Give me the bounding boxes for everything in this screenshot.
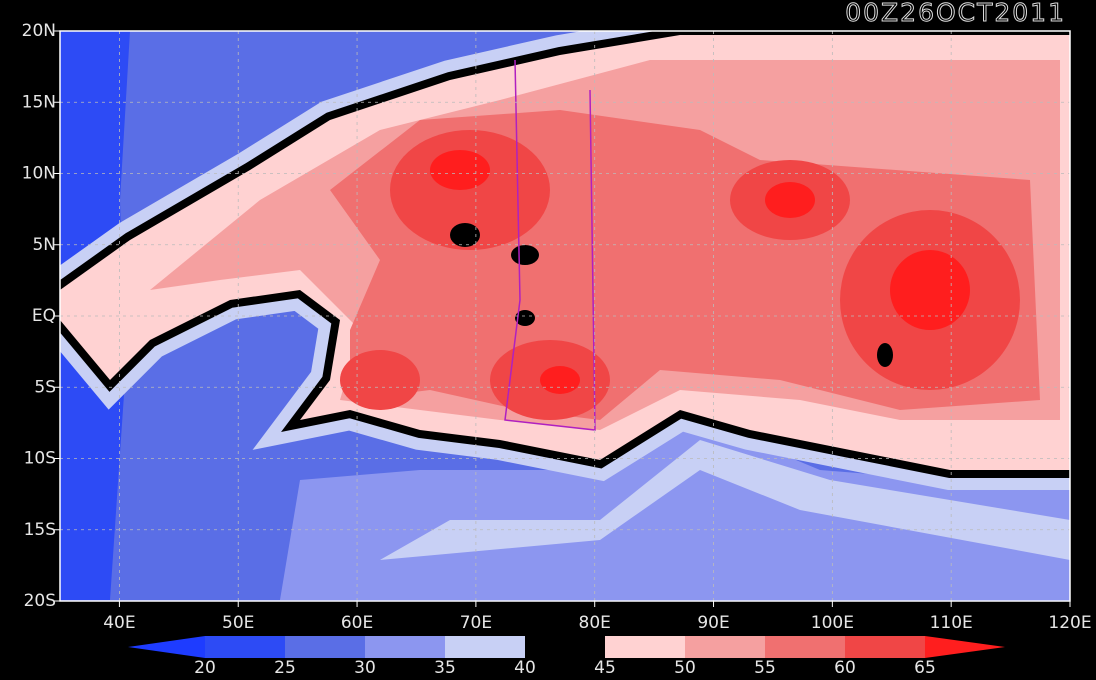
lon-label: 100E	[811, 613, 854, 633]
field-region	[540, 366, 580, 394]
colorbar-box	[605, 636, 685, 658]
lon-label: 60E	[341, 613, 373, 633]
lat-label: 20S	[24, 591, 56, 611]
lat-label: 10N	[22, 164, 56, 184]
lon-label: 110E	[930, 613, 973, 633]
lon-label: 70E	[460, 613, 492, 633]
lon-label: 90E	[697, 613, 729, 633]
colorbar-label: 35	[434, 658, 456, 678]
colorbar-box	[445, 636, 525, 658]
lat-label: 5N	[32, 235, 56, 255]
field-region	[280, 420, 1070, 600]
lat-label: 20N	[22, 21, 56, 41]
field-region	[511, 245, 539, 265]
lat-label: 5S	[34, 377, 56, 397]
colorbar-label: 45	[594, 658, 616, 678]
colorbar-box	[205, 636, 285, 658]
colorbar-label: 60	[834, 658, 856, 678]
field-region	[430, 150, 490, 190]
lon-label: 120E	[1048, 613, 1091, 633]
field-region	[765, 182, 815, 218]
colorbar-box	[685, 636, 765, 658]
colorbar-label: 40	[514, 658, 536, 678]
colorbar-label: 65	[914, 658, 936, 678]
colorbar-box	[525, 636, 605, 658]
colorbar-box	[765, 636, 845, 658]
colorbar-box	[285, 636, 365, 658]
lon-label: 80E	[579, 613, 611, 633]
colorbar-label: 30	[354, 658, 376, 678]
colorbar-arrow	[128, 636, 205, 658]
colorbar-arrow	[925, 636, 1005, 658]
colorbar-box	[845, 636, 925, 658]
field-region	[515, 310, 535, 326]
lat-label: 15S	[24, 520, 56, 540]
lat-label: EQ	[32, 306, 56, 326]
field-region	[340, 350, 420, 410]
colorbar-label: 25	[274, 658, 296, 678]
coastline	[504, 59, 596, 431]
lat-label: 10S	[24, 449, 56, 469]
field-region	[450, 223, 480, 247]
lon-label: 50E	[222, 613, 254, 633]
colorbar-label: 50	[674, 658, 696, 678]
colorbar-label: 55	[754, 658, 776, 678]
field-region	[390, 130, 550, 250]
lat-label: 15N	[22, 92, 56, 112]
colorbar-box	[365, 636, 445, 658]
title: 00Z26OCT2011	[845, 0, 1066, 27]
lon-label: 40E	[103, 613, 135, 633]
colorbar-label: 20	[194, 658, 216, 678]
field-region	[877, 343, 893, 367]
field-region	[890, 250, 970, 330]
map-frame	[59, 30, 1071, 602]
